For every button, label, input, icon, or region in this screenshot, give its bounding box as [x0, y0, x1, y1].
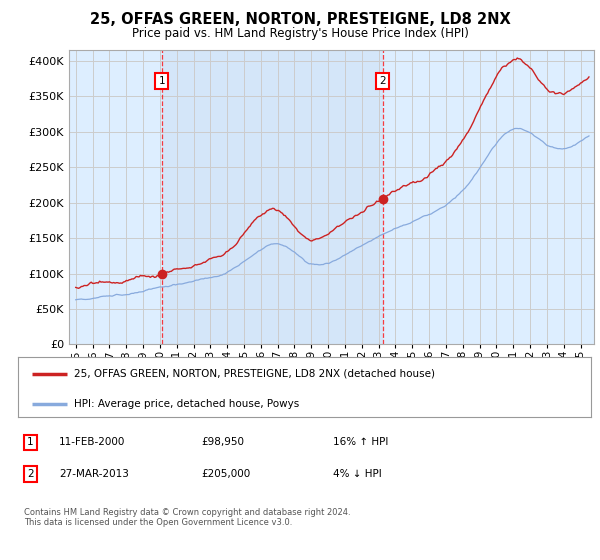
Text: 27-MAR-2013: 27-MAR-2013: [59, 469, 129, 479]
Text: 4% ↓ HPI: 4% ↓ HPI: [333, 469, 382, 479]
Bar: [162, 50, 383, 344]
Text: 2: 2: [27, 469, 34, 479]
Text: HPI: Average price, detached house, Powys: HPI: Average price, detached house, Powy…: [74, 399, 299, 409]
Text: 1: 1: [27, 437, 34, 447]
Text: 2: 2: [379, 76, 386, 86]
Text: 25, OFFAS GREEN, NORTON, PRESTEIGNE, LD8 2NX (detached house): 25, OFFAS GREEN, NORTON, PRESTEIGNE, LD8…: [74, 368, 434, 379]
Text: 11-FEB-2000: 11-FEB-2000: [59, 437, 125, 447]
Text: £205,000: £205,000: [202, 469, 251, 479]
Text: £98,950: £98,950: [202, 437, 244, 447]
Text: 1: 1: [158, 76, 165, 86]
Text: Price paid vs. HM Land Registry's House Price Index (HPI): Price paid vs. HM Land Registry's House …: [131, 27, 469, 40]
Text: 25, OFFAS GREEN, NORTON, PRESTEIGNE, LD8 2NX: 25, OFFAS GREEN, NORTON, PRESTEIGNE, LD8…: [89, 12, 511, 27]
Text: Contains HM Land Registry data © Crown copyright and database right 2024.
This d: Contains HM Land Registry data © Crown c…: [24, 508, 350, 528]
Text: 16% ↑ HPI: 16% ↑ HPI: [333, 437, 389, 447]
